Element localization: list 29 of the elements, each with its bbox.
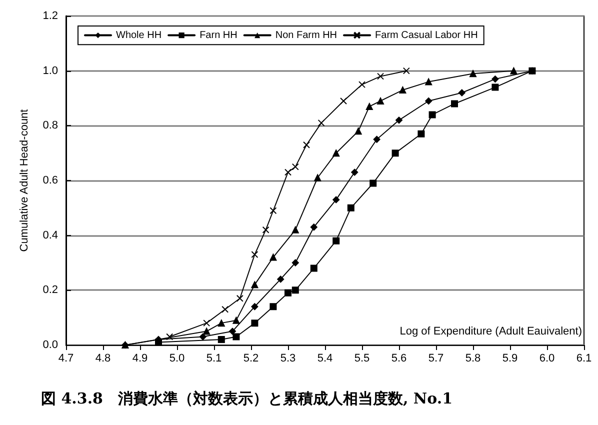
- y-tick-label: 0.2: [42, 284, 58, 296]
- x-tick-label: 5.7: [428, 352, 444, 364]
- legend-label: Whole HH: [116, 30, 162, 41]
- x-tick-label: 5.9: [502, 352, 518, 364]
- y-tick-label: 1.0: [42, 64, 58, 77]
- y-tick-label: 0.8: [42, 120, 58, 132]
- x-tick-label: 5.4: [317, 352, 333, 364]
- legend-label: Farn HH: [200, 30, 238, 41]
- x-tick-label: 4.7: [58, 352, 74, 364]
- legend-label: Farm Casual Labor HH: [375, 30, 478, 41]
- y-tick-label: 0.0: [42, 339, 58, 351]
- x-tick-label: 4.8: [95, 352, 111, 364]
- y-tick-label: 1.2: [42, 10, 58, 22]
- x-tick-label: 5.5: [354, 352, 370, 364]
- legend-label: Non Farm HH: [275, 30, 338, 41]
- y-tick-label: 0.4: [42, 229, 58, 242]
- x-tick-label: 6.1: [576, 352, 592, 364]
- x-tick-label: 4.9: [132, 352, 148, 364]
- x-tick-label: 5.6: [391, 352, 407, 364]
- y-axis-title: Cumulative Adult Head-count: [18, 109, 30, 252]
- x-tick-label: 5.3: [280, 352, 296, 364]
- x-tick-label: 5.0: [169, 352, 185, 364]
- y-tick-label: 0.6: [42, 174, 58, 186]
- x-tick-label: 6.0: [539, 352, 555, 364]
- text: 図 4.3.8 消費水準（対数表示）と累積成人相当度数, No.1: [41, 390, 453, 408]
- x-axis-title: Log of Expenditure (Adult Eauivalent): [400, 326, 582, 338]
- x-tick-label: 5.2: [243, 352, 259, 364]
- x-tick-label: 5.8: [465, 352, 481, 364]
- x-tick-label: 5.1: [206, 352, 222, 364]
